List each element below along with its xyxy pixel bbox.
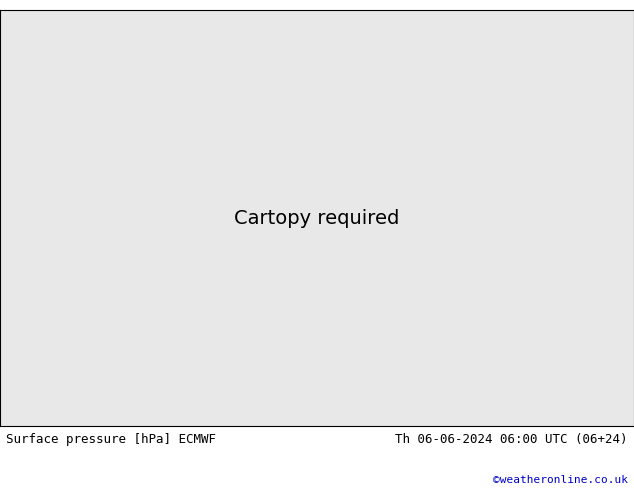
Text: Th 06-06-2024 06:00 UTC (06+24): Th 06-06-2024 06:00 UTC (06+24) (395, 433, 628, 446)
Text: Surface pressure [hPa] ECMWF: Surface pressure [hPa] ECMWF (6, 433, 216, 446)
Text: ©weatheronline.co.uk: ©weatheronline.co.uk (493, 475, 628, 485)
Text: Cartopy required: Cartopy required (235, 209, 399, 227)
